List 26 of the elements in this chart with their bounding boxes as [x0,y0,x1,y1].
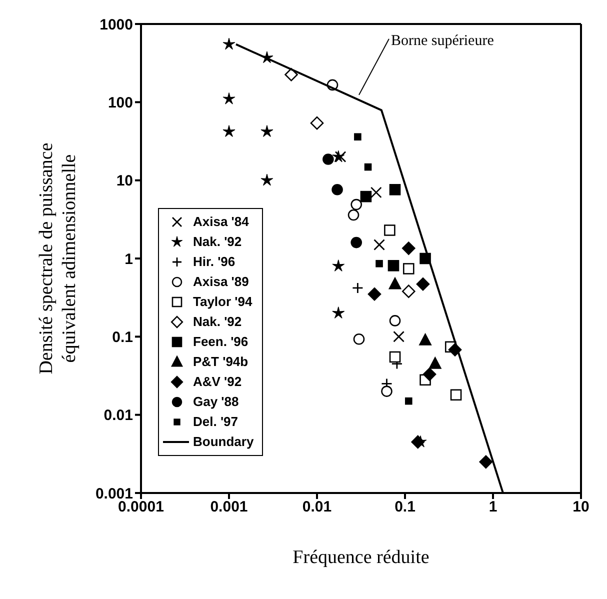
y-tick-label: 1000 [100,16,133,34]
y-axis-title: Densité spectrale de puissance équivalent adimensionnelle [36,142,80,374]
annotation: Borne supérieure [390,32,494,49]
y-tick-label: 0.1 [112,328,133,346]
legend-label: A&V '92 [193,373,242,391]
y-tick-label: 0.01 [104,407,133,424]
legend-label: Del. '97 [193,413,238,431]
y-tick-label: 10 [116,172,133,190]
legend-label: Boundary [193,433,254,451]
y-tick-label: 100 [108,94,133,112]
legend-label: Nak. '92 [193,313,242,331]
legend-label: Hir. '96 [193,253,236,271]
x-tick-label: 1 [488,498,498,516]
legend-label: Feen. '96 [193,333,248,351]
x-tick-label: 0.01 [302,498,332,516]
x-tick-label: 0.001 [210,498,248,516]
x-axis-title: Fréquence réduite [292,547,430,568]
legend-label: Gay '88 [193,393,239,411]
legend-label: Axisa '84 [193,213,249,231]
x-tick-label: 0.1 [394,498,416,516]
legend-label: Taylor '94 [193,293,252,311]
legend-label: Axisa '89 [193,273,249,291]
y-tick-label: 1 [124,250,133,268]
x-tick-label: 10 [572,498,590,516]
legend-label: Nak. '92 [193,233,242,251]
legend-label: P&T '94b [193,353,248,371]
